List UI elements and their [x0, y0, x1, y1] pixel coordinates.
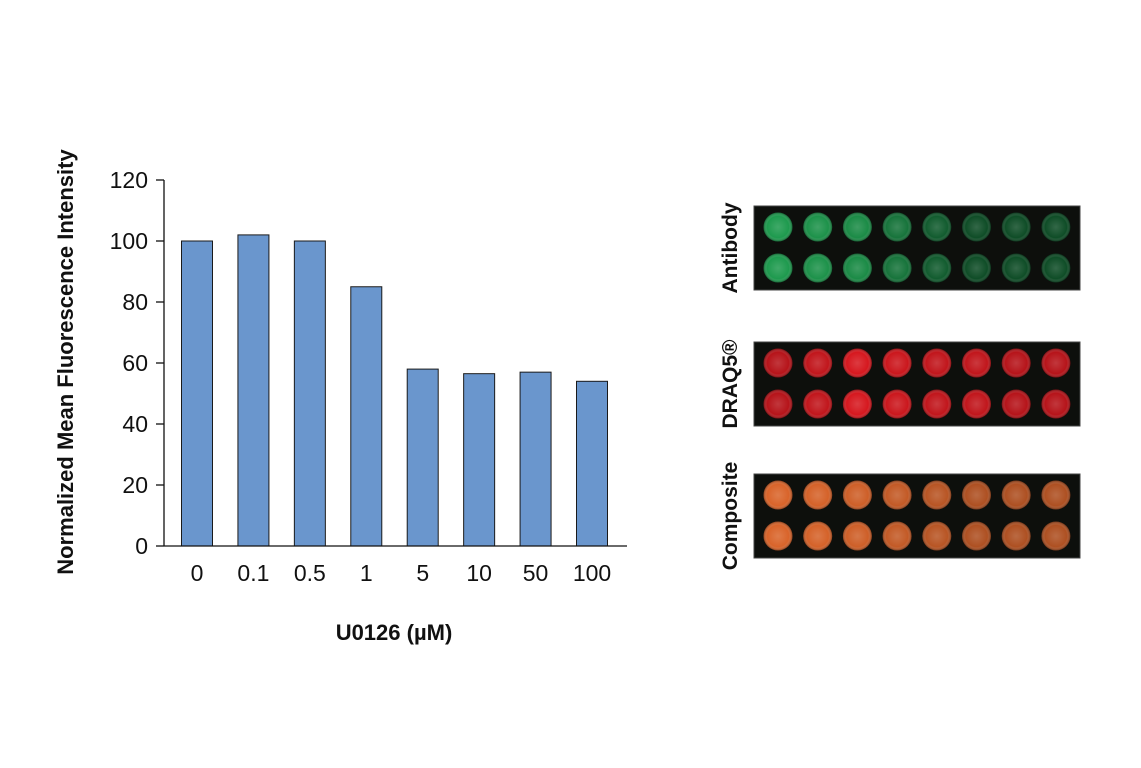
well-shading [1001, 348, 1031, 378]
well-shading [1041, 389, 1071, 419]
x-axis-title: U0126 (µM) [336, 620, 453, 645]
well-shading [842, 348, 872, 378]
bar [181, 240, 213, 547]
well-shading [842, 480, 872, 510]
plate-panel: Composite [719, 462, 1081, 571]
y-tick-label: 20 [122, 472, 148, 498]
bar [350, 286, 383, 547]
well-shading [1041, 348, 1071, 378]
well-shading [803, 348, 833, 378]
panel-label: Composite [719, 462, 742, 571]
well-shading [962, 253, 991, 283]
panel-label: Antibody [719, 202, 742, 293]
well-shading [962, 389, 991, 419]
bars [181, 234, 608, 547]
well-shading [922, 480, 952, 510]
well-shading [803, 521, 833, 551]
well-shading [1001, 212, 1031, 242]
well-shading [962, 348, 991, 378]
well-shading [803, 253, 833, 283]
well-shading [922, 253, 952, 283]
plate-panel: Antibody [719, 202, 1081, 293]
well-shading [842, 521, 872, 551]
well-shading [1001, 253, 1031, 283]
well-shading [882, 480, 912, 510]
bar [237, 234, 270, 547]
well-shading [763, 389, 793, 419]
x-tick-label: 0 [191, 560, 204, 586]
y-tick-label: 100 [110, 228, 148, 254]
x-tick-label: 10 [466, 560, 492, 586]
bar [576, 380, 608, 547]
well-shading [882, 253, 912, 283]
well-shading [922, 348, 952, 378]
y-axis-title: Normalized Mean Fluorescence Intensity [53, 149, 78, 575]
panel-label: DRAQ5® [719, 339, 742, 429]
well-shading [922, 212, 952, 242]
plate-images: Antibody DRAQ5® Composite [719, 202, 1081, 571]
x-tick-label: 0.5 [294, 560, 326, 586]
well-shading [922, 389, 952, 419]
x-tick-label: 100 [573, 560, 611, 586]
well-shading [962, 212, 991, 242]
plate-background [753, 205, 1081, 291]
well-shading [763, 521, 793, 551]
well-shading [1041, 253, 1071, 283]
y-tick-label: 80 [122, 289, 148, 315]
plate-background [753, 341, 1081, 427]
x-tick-label: 0.1 [237, 560, 269, 586]
well-shading [882, 389, 912, 419]
bar [293, 240, 326, 547]
well-shading [803, 389, 833, 419]
well-shading [803, 212, 833, 242]
y-axis: 0 20 40 60 80 100 120 [110, 167, 165, 559]
well-shading [922, 521, 952, 551]
bar-chart: 0 20 40 60 80 100 120 0 0.1 0.5 1 5 10 50 100 Normali… [53, 149, 627, 645]
y-tick-label: 40 [122, 411, 148, 437]
well-shading [763, 253, 793, 283]
plate-panel: DRAQ5® [719, 339, 1081, 429]
y-tick-label: 120 [110, 167, 148, 193]
well-shading [1001, 521, 1031, 551]
bar [463, 373, 496, 547]
well-shading [763, 480, 793, 510]
y-tick-label: 60 [122, 350, 148, 376]
well-shading [763, 212, 793, 242]
well-shading [882, 348, 912, 378]
x-tick-label: 1 [360, 560, 373, 586]
well-shading [842, 253, 872, 283]
well-shading [1001, 389, 1031, 419]
well-shading [803, 480, 833, 510]
x-tick-label: 50 [523, 560, 549, 586]
well-shading [1041, 521, 1071, 551]
well-shading [962, 521, 991, 551]
y-tick-label: 0 [135, 533, 148, 559]
well-shading [882, 521, 912, 551]
bar [406, 368, 439, 547]
x-axis: 0 0.1 0.5 1 5 10 50 100 [164, 545, 627, 586]
well-shading [1041, 212, 1071, 242]
well-shading [882, 212, 912, 242]
well-shading [1001, 480, 1031, 510]
bar [519, 371, 552, 547]
well-shading [842, 212, 872, 242]
well-shading [962, 480, 991, 510]
well-shading [842, 389, 872, 419]
x-tick-label: 5 [416, 560, 429, 586]
well-shading [1041, 480, 1071, 510]
well-shading [763, 348, 793, 378]
plate-background [753, 473, 1081, 559]
